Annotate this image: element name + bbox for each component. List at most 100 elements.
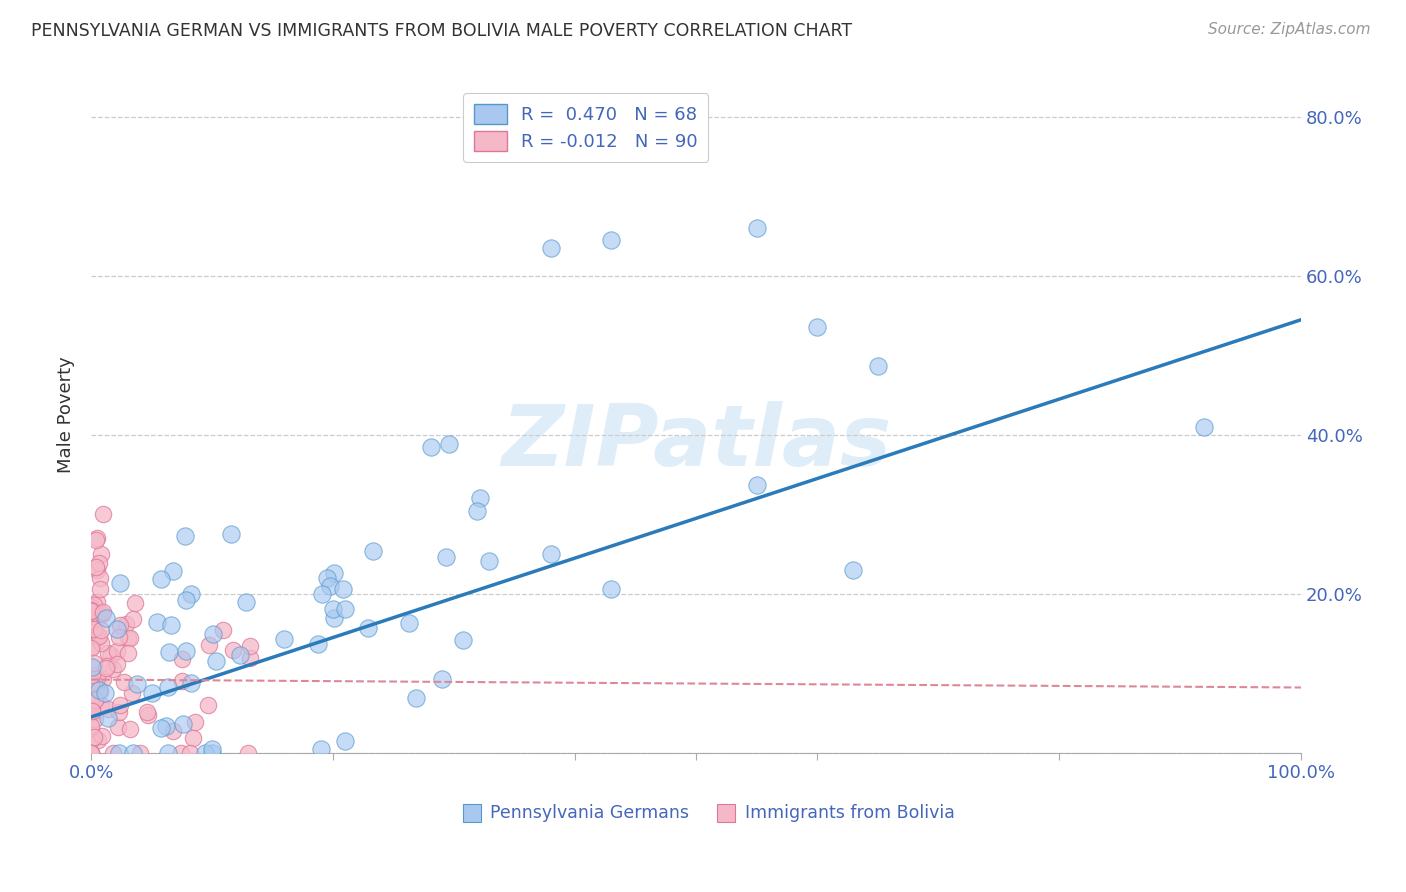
Point	[405, 691, 427, 706]
Point	[745, 221, 768, 235]
Point	[89, 556, 111, 570]
Point	[96, 659, 118, 673]
Point	[87, 733, 110, 747]
Point	[91, 605, 114, 619]
Point	[170, 746, 193, 760]
Point	[103, 662, 125, 676]
Point	[212, 624, 235, 638]
Point	[172, 652, 194, 666]
Point	[146, 615, 169, 629]
Point	[90, 547, 112, 561]
Point	[86, 610, 108, 624]
Point	[80, 615, 103, 629]
Point	[322, 602, 344, 616]
Point	[150, 573, 173, 587]
Point	[136, 705, 159, 719]
Point	[157, 681, 180, 695]
Point	[235, 595, 257, 609]
Text: Pennsylvania Germans: Pennsylvania Germans	[491, 805, 689, 822]
Point	[332, 582, 354, 597]
Point	[197, 698, 219, 713]
Point	[115, 617, 138, 632]
Point	[112, 674, 135, 689]
Point	[83, 622, 105, 636]
Point	[136, 707, 159, 722]
Point	[238, 746, 260, 760]
Point	[82, 668, 104, 682]
Point	[842, 563, 865, 577]
Point	[87, 607, 110, 621]
Point	[124, 596, 146, 610]
Point	[83, 692, 105, 706]
Point	[83, 731, 105, 745]
Point	[83, 675, 105, 690]
Point	[229, 648, 252, 662]
Point	[222, 642, 245, 657]
Point	[806, 319, 828, 334]
Point	[84, 560, 107, 574]
Point	[86, 531, 108, 545]
Point	[128, 746, 150, 760]
Point	[80, 706, 103, 721]
Point	[180, 587, 202, 601]
Point	[91, 508, 114, 522]
Point	[80, 746, 103, 760]
Text: PENNSYLVANIA GERMAN VS IMMIGRANTS FROM BOLIVIA MALE POVERTY CORRELATION CHART: PENNSYLVANIA GERMAN VS IMMIGRANTS FROM B…	[31, 22, 852, 40]
Point	[82, 660, 104, 674]
Point	[89, 571, 111, 585]
Point	[117, 646, 139, 660]
Point	[86, 563, 108, 577]
Point	[108, 576, 131, 591]
Point	[80, 640, 103, 655]
Point	[198, 638, 221, 652]
Point	[333, 602, 356, 616]
Point	[91, 672, 114, 686]
Point	[89, 682, 111, 697]
Point	[322, 566, 344, 580]
Point	[176, 592, 198, 607]
Point	[121, 686, 143, 700]
Point	[86, 631, 108, 645]
Point	[97, 711, 120, 725]
Point	[540, 241, 562, 255]
Point	[80, 704, 103, 718]
Point	[86, 595, 108, 609]
Point	[201, 741, 224, 756]
Point	[434, 550, 457, 565]
Point	[172, 717, 194, 731]
Point	[83, 657, 105, 671]
Point	[172, 674, 194, 689]
Point	[173, 529, 195, 543]
Point	[80, 697, 103, 711]
Point	[108, 630, 131, 644]
Point	[219, 527, 242, 541]
Point	[105, 657, 128, 672]
Point	[101, 746, 124, 760]
Text: Immigrants from Bolivia: Immigrants from Bolivia	[745, 805, 955, 822]
Point	[86, 533, 108, 548]
Point	[82, 703, 104, 717]
Point	[361, 544, 384, 558]
Point	[91, 730, 114, 744]
Point	[179, 746, 201, 760]
Point	[86, 671, 108, 685]
Point	[477, 554, 499, 568]
Point	[1194, 420, 1216, 434]
Point	[90, 636, 112, 650]
Point	[84, 712, 107, 726]
Point	[451, 632, 474, 647]
Point	[107, 721, 129, 735]
Legend: R =  0.470   N = 68, R = -0.012   N = 90: R = 0.470 N = 68, R = -0.012 N = 90	[463, 94, 709, 161]
Point	[80, 604, 103, 618]
Point	[108, 618, 131, 632]
Point	[162, 723, 184, 738]
Point	[80, 676, 103, 690]
Point	[97, 646, 120, 660]
Point	[80, 746, 103, 760]
Point	[89, 582, 111, 596]
Y-axis label: Male Poverty: Male Poverty	[58, 357, 75, 474]
Text: Source: ZipAtlas.com: Source: ZipAtlas.com	[1208, 22, 1371, 37]
Point	[201, 627, 224, 641]
Point	[419, 440, 441, 454]
Point	[118, 631, 141, 645]
